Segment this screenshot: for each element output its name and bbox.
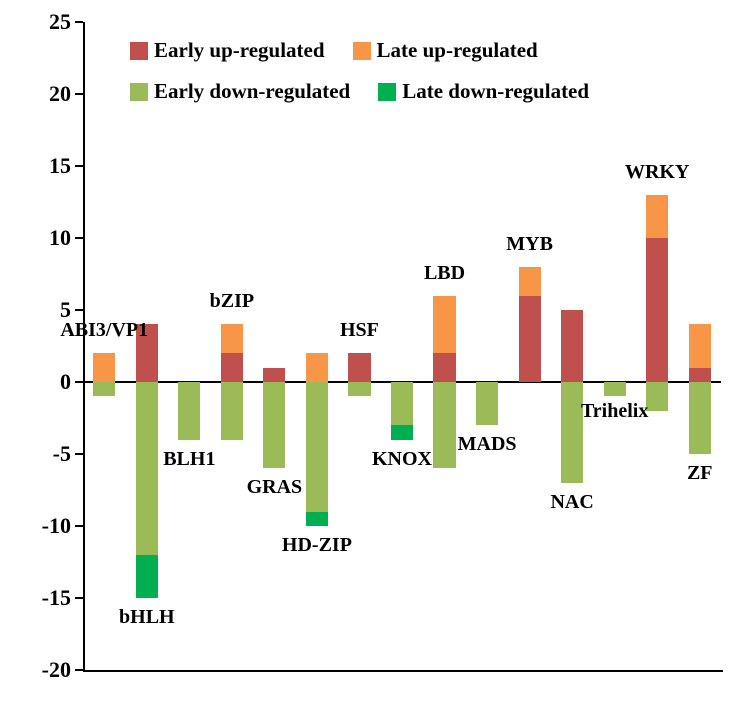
bar-seg-early_down — [93, 382, 115, 396]
bar-seg-early_down — [433, 382, 455, 468]
bar-seg-late_up — [646, 195, 668, 238]
y-tick-label: -10 — [0, 513, 71, 539]
bar-seg-early_up — [348, 353, 370, 382]
y-tick-mark — [75, 453, 83, 455]
bar-seg-early_up — [646, 238, 668, 382]
y-tick-label: 0 — [0, 369, 71, 395]
bar-seg-late_down — [306, 512, 328, 526]
legend-label: Late up-regulated — [377, 38, 538, 63]
y-tick-label: -5 — [0, 441, 71, 467]
bar-seg-early_down — [561, 382, 583, 483]
bar-seg-early_down — [221, 382, 243, 440]
bar-seg-early_down — [689, 382, 711, 454]
category-label: GRAS — [247, 476, 303, 499]
y-tick-mark — [75, 309, 83, 311]
bar-seg-early_up — [689, 368, 711, 382]
bar-seg-early_down — [476, 382, 498, 425]
legend-swatch — [378, 83, 396, 101]
bar-seg-early_up — [561, 310, 583, 382]
y-tick-label: 20 — [0, 81, 71, 107]
legend-swatch — [130, 83, 148, 101]
legend-item: Early down-regulated — [130, 79, 350, 104]
bar-seg-early_up — [519, 296, 541, 382]
chart-container: -20-15-10-50510152025 ABI3/VP1bHLHBLH1bZ… — [0, 0, 756, 710]
category-label: HD-ZIP — [282, 534, 352, 557]
category-label: ABI3/VP1 — [60, 319, 148, 342]
legend-item: Late down-regulated — [378, 79, 589, 104]
y-tick-mark — [75, 525, 83, 527]
legend: Early up-regulatedLate up-regulatedEarly… — [130, 38, 589, 104]
legend-item: Late up-regulated — [353, 38, 538, 63]
legend-item: Early up-regulated — [130, 38, 325, 63]
y-tick-mark — [75, 237, 83, 239]
legend-swatch — [130, 42, 148, 60]
bar-seg-early_down — [348, 382, 370, 396]
bar-seg-early_down — [391, 382, 413, 425]
bar-seg-early_down — [306, 382, 328, 512]
bar-seg-early_down — [136, 382, 158, 555]
bar-seg-early_down — [178, 382, 200, 440]
category-label: NAC — [550, 491, 593, 514]
category-label: BLH1 — [163, 448, 215, 471]
category-label: bZIP — [210, 290, 254, 313]
legend-label: Late down-regulated — [402, 79, 589, 104]
bar-seg-late_up — [93, 353, 115, 382]
category-label: HSF — [340, 319, 379, 342]
bar-seg-late_up — [433, 296, 455, 354]
y-tick-mark — [75, 21, 83, 23]
y-tick-label: 15 — [0, 153, 71, 179]
y-tick-label: -15 — [0, 585, 71, 611]
bar-seg-late_up — [221, 324, 243, 353]
bar-seg-late_down — [391, 425, 413, 439]
y-tick-mark — [75, 93, 83, 95]
category-label: KNOX — [372, 448, 432, 471]
y-tick-mark — [75, 381, 83, 383]
bar-seg-late_up — [306, 353, 328, 382]
bar-seg-late_up — [519, 267, 541, 296]
y-tick-mark — [75, 165, 83, 167]
y-tick-label: 25 — [0, 9, 71, 35]
category-label: ZF — [687, 462, 713, 485]
category-label: MYB — [506, 233, 553, 256]
legend-swatch — [353, 42, 371, 60]
category-label: bHLH — [119, 606, 175, 629]
legend-label: Early up-regulated — [154, 38, 325, 63]
bar-seg-late_down — [136, 555, 158, 598]
legend-row: Early down-regulated Late down-regulated — [130, 79, 589, 104]
y-tick-mark — [75, 597, 83, 599]
bar-seg-early_down — [646, 382, 668, 411]
y-tick-label: -20 — [0, 657, 71, 683]
bar-seg-early_up — [433, 353, 455, 382]
y-tick-mark — [75, 669, 83, 671]
category-label: LBD — [424, 262, 465, 285]
category-label: WRKY — [625, 161, 689, 184]
category-label: MADS — [458, 433, 517, 456]
bar-seg-early_up — [263, 368, 285, 382]
bar-seg-early_up — [221, 353, 243, 382]
category-label: Trihelix — [581, 400, 648, 423]
bar-seg-early_down — [604, 382, 626, 396]
bar-seg-early_down — [263, 382, 285, 468]
y-tick-label: 10 — [0, 225, 71, 251]
legend-row: Early up-regulated Late up-regulated — [130, 38, 589, 63]
plot-area — [83, 22, 723, 672]
bar-seg-late_up — [689, 324, 711, 367]
legend-label: Early down-regulated — [154, 79, 350, 104]
